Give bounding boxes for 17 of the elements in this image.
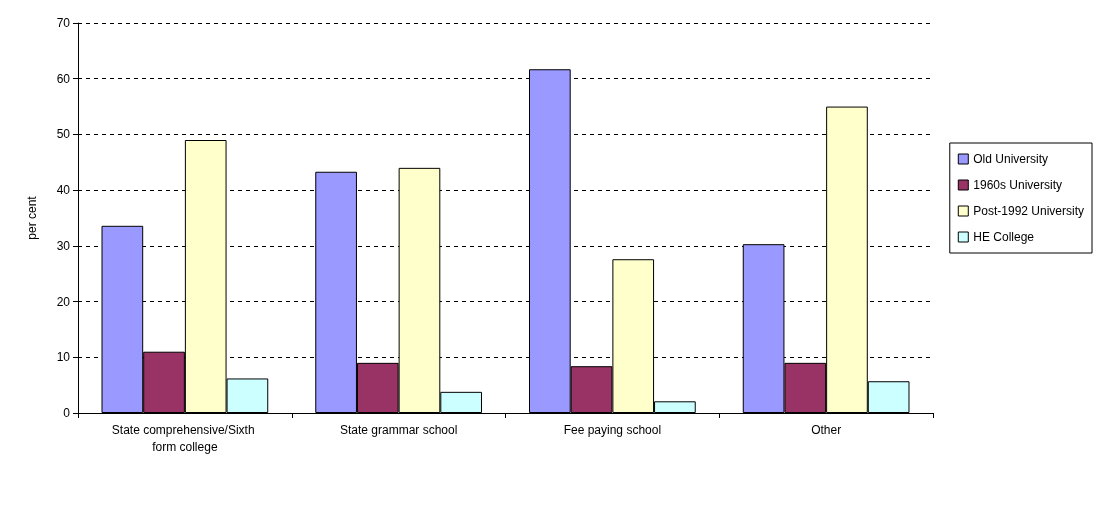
y-tick-label: 40	[56, 183, 71, 198]
y-tick-label: 10	[56, 350, 71, 365]
legend-label: Old University	[973, 152, 1048, 166]
x-tick-label: State comprehensive/Sixth form college	[111, 422, 258, 454]
y-tick-label: 0	[63, 406, 71, 420]
x-tick-label: Other	[811, 422, 842, 437]
x-tick-label: Fee paying school	[563, 422, 662, 437]
y-tick-label: 70	[56, 16, 71, 30]
y-tick-label: 30	[56, 238, 71, 253]
y-tick-label: 20	[56, 294, 71, 309]
legend-label: HE College	[973, 230, 1035, 244]
y-axis-title: per cent	[25, 195, 39, 240]
legend-label: 1960s University	[973, 178, 1063, 192]
y-tick-label: 60	[56, 71, 71, 86]
y-tick-label: 50	[56, 127, 71, 142]
x-tick-label: State grammar school	[339, 422, 458, 437]
legend-label: Post-1992 University	[973, 204, 1085, 218]
